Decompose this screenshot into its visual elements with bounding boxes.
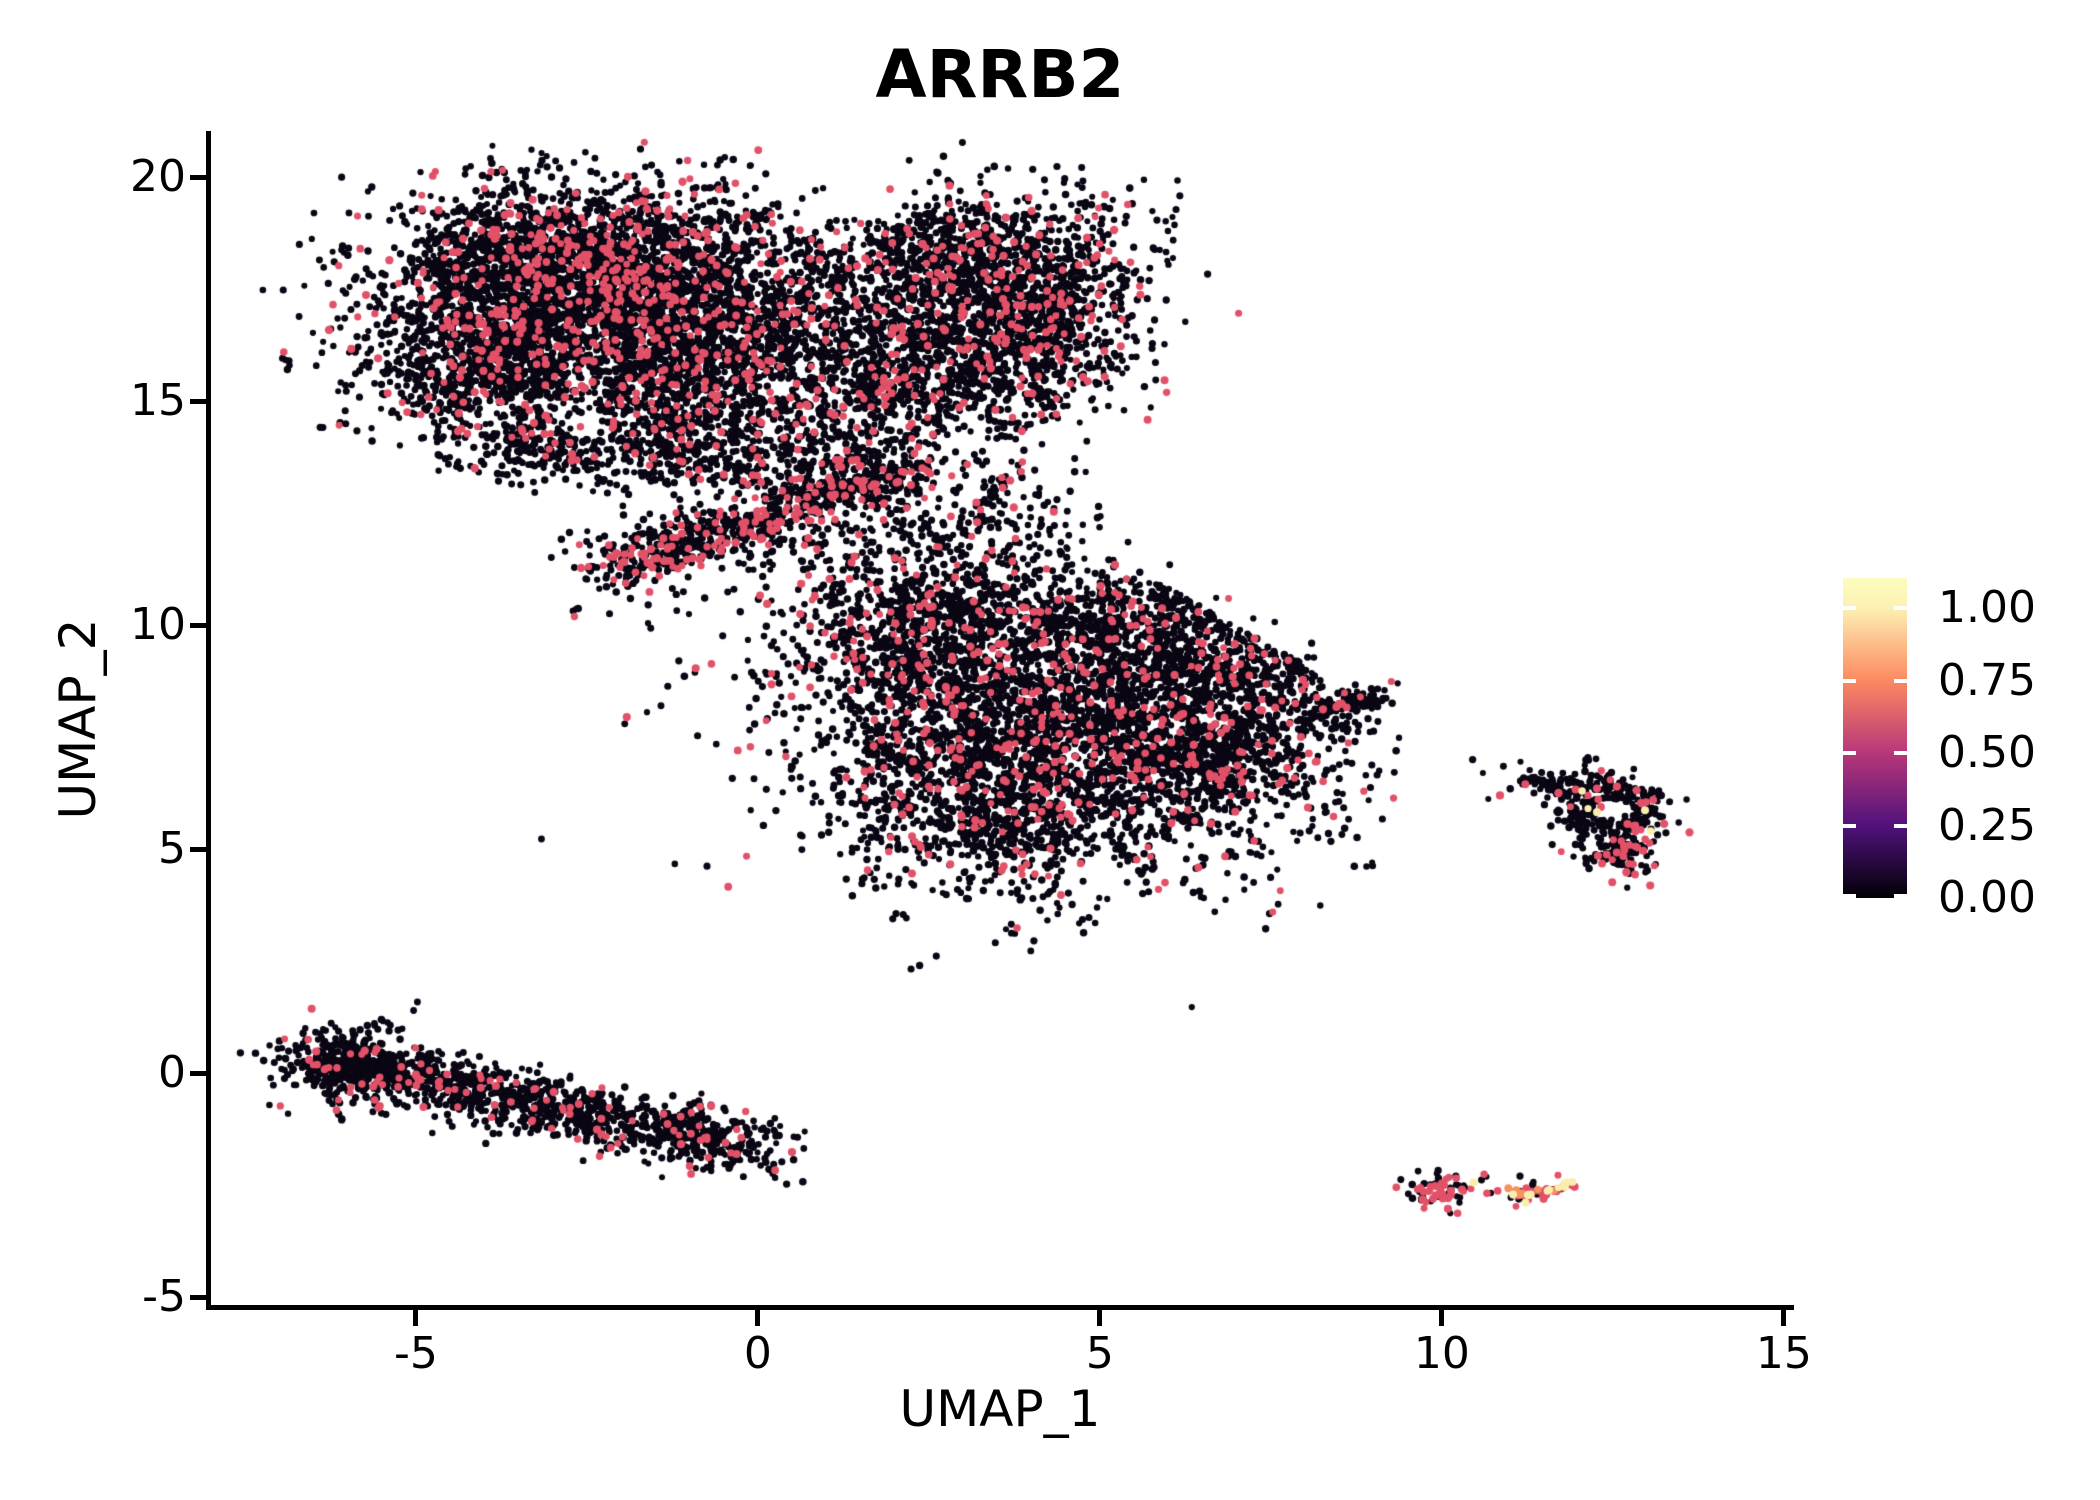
y-tick-label: 20 <box>130 151 186 203</box>
colorbar-tick-mark <box>1894 678 1907 683</box>
y-tick-label: 5 <box>158 823 186 875</box>
x-tick-mark <box>1439 1310 1445 1326</box>
x-tick-mark <box>1781 1310 1787 1326</box>
colorbar-tick-mark <box>1843 606 1856 611</box>
y-tick-mark <box>190 1070 206 1076</box>
y-tick-mark <box>190 622 206 628</box>
colorbar-tick-label: 0.00 <box>1938 872 2036 923</box>
colorbar-tick-mark <box>1843 751 1856 756</box>
y-tick-mark <box>190 1294 206 1300</box>
y-tick-mark <box>190 174 206 180</box>
x-axis-line <box>206 1305 1794 1310</box>
colorbar-tick-mark <box>1894 751 1907 756</box>
colorbar-tick-mark <box>1843 894 1856 898</box>
x-tick-mark <box>413 1310 419 1326</box>
colorbar-tick-mark <box>1894 894 1907 898</box>
x-tick-label: 15 <box>1755 1328 1812 1379</box>
y-axis-label: UMAP_2 <box>49 618 107 820</box>
x-tick-mark <box>755 1310 761 1326</box>
colorbar-tick-label: 0.25 <box>1938 799 2036 851</box>
x-tick-label: 0 <box>743 1328 772 1379</box>
y-tick-label: 0 <box>158 1047 186 1099</box>
colorbar-tick-mark <box>1843 678 1856 683</box>
y-tick-mark <box>190 398 206 404</box>
colorbar-tick-label: 0.50 <box>1938 727 2036 779</box>
y-tick-mark <box>190 846 206 852</box>
colorbar-gradient <box>1843 578 1907 898</box>
x-tick-mark <box>1097 1310 1103 1326</box>
x-tick-label: 10 <box>1413 1328 1470 1379</box>
colorbar-tick-mark <box>1894 606 1907 611</box>
colorbar-tick-mark <box>1894 823 1907 828</box>
colorbar-tick-label: 1.00 <box>1938 582 2036 634</box>
x-tick-label: -5 <box>393 1328 438 1379</box>
y-tick-label: 15 <box>130 375 186 427</box>
colorbar-tick-label: 0.75 <box>1938 654 2036 706</box>
x-axis-label: UMAP_1 <box>899 1380 1101 1438</box>
x-tick-label: 5 <box>1085 1328 1114 1379</box>
colorbar-tick-mark <box>1843 823 1856 828</box>
y-tick-label: 10 <box>130 599 186 651</box>
y-tick-label: -5 <box>142 1271 186 1323</box>
y-axis-line <box>206 131 211 1310</box>
